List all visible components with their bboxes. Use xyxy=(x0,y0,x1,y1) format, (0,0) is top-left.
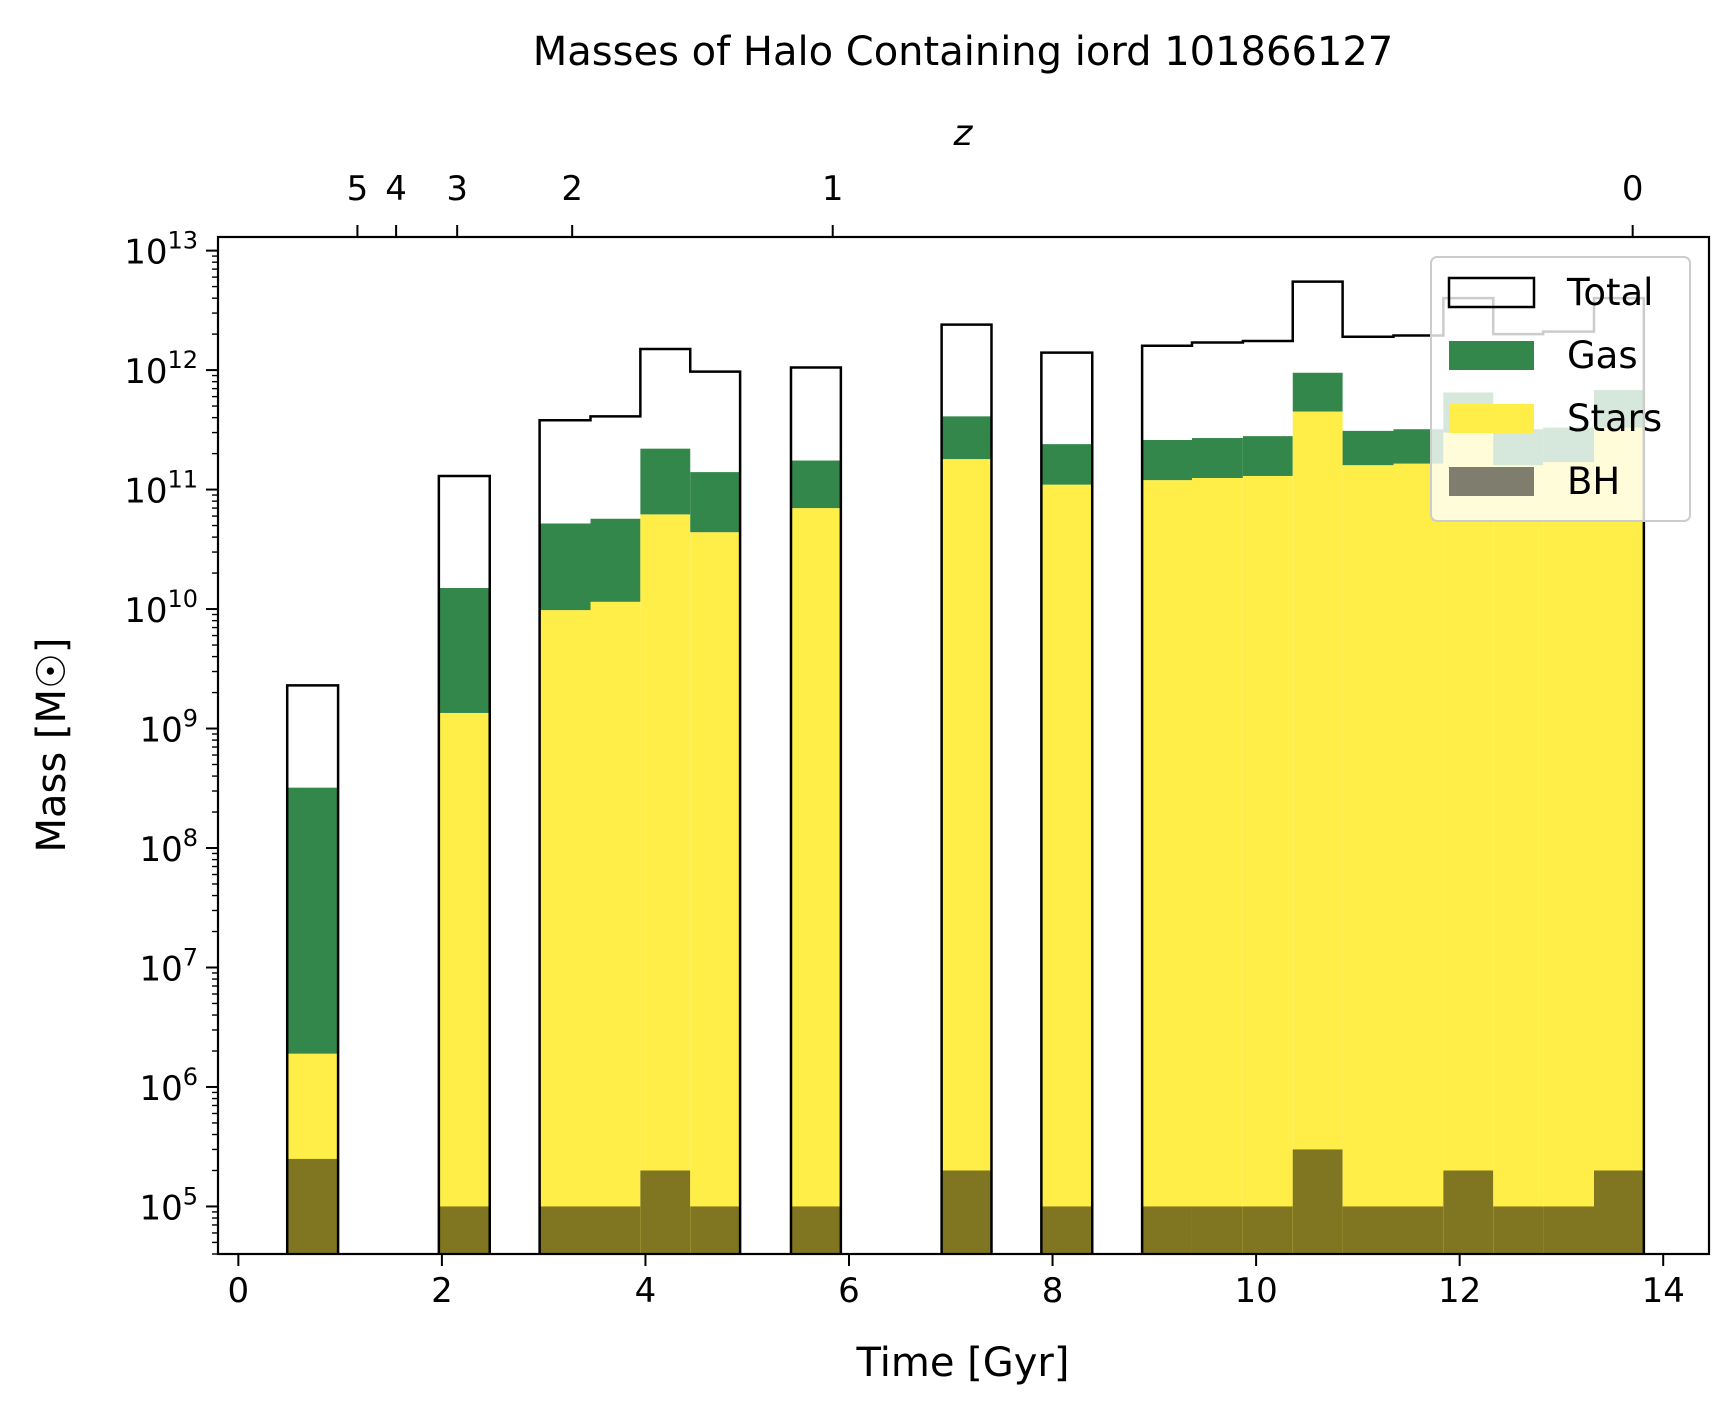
stars-bar xyxy=(1191,477,1243,1254)
bh-bar xyxy=(1142,1206,1192,1254)
legend-swatch-gas xyxy=(1449,341,1534,370)
top-tick-label: 1 xyxy=(822,169,844,209)
bh-bar xyxy=(590,1206,641,1254)
stars-bar xyxy=(1292,411,1343,1254)
top-tick-label: 4 xyxy=(385,169,407,209)
stars-bar xyxy=(1242,475,1293,1254)
bh-bar xyxy=(438,1206,490,1254)
y-tick-label: 106 xyxy=(139,1063,198,1109)
gas-bar xyxy=(1342,430,1394,466)
top-tick-label: 3 xyxy=(446,169,468,209)
stars-bar xyxy=(1342,465,1394,1254)
gas-bar xyxy=(640,448,691,515)
bh-bar xyxy=(1342,1206,1394,1254)
bh-bar xyxy=(1393,1206,1444,1254)
y-tick-label: 1013 xyxy=(124,227,198,273)
top-tick-label: 5 xyxy=(347,169,369,209)
x-tick-label: 14 xyxy=(1642,1271,1685,1311)
gas-bar xyxy=(539,523,591,611)
legend-label-total: Total xyxy=(1566,271,1653,314)
stars-bar xyxy=(1493,465,1544,1254)
y-tick-label: 109 xyxy=(139,705,198,751)
bh-bar xyxy=(690,1206,741,1254)
bh-bar xyxy=(640,1170,691,1254)
top-tick-label: 2 xyxy=(561,169,583,209)
axes: 0 2 4 6 8 10 12 145 4 3 2 1 010510610710810910101011… xyxy=(124,169,1711,1311)
bh-bar xyxy=(1191,1206,1243,1254)
x-tick-label: 0 xyxy=(228,1271,250,1311)
total-outline xyxy=(538,347,742,1254)
bh-bar xyxy=(1593,1170,1644,1254)
gas-bar xyxy=(941,416,992,460)
gas-bar xyxy=(438,588,490,713)
x-tick-label: 8 xyxy=(1042,1271,1064,1311)
bh-bar xyxy=(1242,1206,1293,1254)
total-outline xyxy=(940,323,993,1254)
stars-bar xyxy=(1443,432,1494,1255)
top-tick-label: 0 xyxy=(1622,169,1644,209)
stars-bar xyxy=(590,601,641,1254)
legend-label-gas: Gas xyxy=(1567,334,1638,377)
x-tick-label: 4 xyxy=(635,1271,657,1311)
gas-bar xyxy=(1191,438,1243,478)
bh-bar xyxy=(1443,1170,1494,1254)
legend-swatch-stars xyxy=(1449,404,1534,433)
top-axis-title: z xyxy=(953,113,974,154)
bh-bar xyxy=(1292,1149,1343,1254)
bh-bar xyxy=(941,1170,992,1254)
y-tick-label: 107 xyxy=(139,943,198,989)
gas-bar xyxy=(590,518,641,602)
bh-bar xyxy=(539,1206,591,1254)
gas-bar xyxy=(1292,372,1343,412)
legend-swatch-total xyxy=(1447,276,1536,309)
plot-frame xyxy=(216,235,1711,1256)
y-tick-label: 1012 xyxy=(124,346,198,392)
bh-bar xyxy=(790,1206,841,1254)
legend: Total Gas Stars BH xyxy=(1430,256,1691,522)
gas-bar xyxy=(1041,444,1093,485)
stars-bar xyxy=(1041,484,1093,1254)
bh-bar xyxy=(1493,1206,1544,1254)
stars-bar xyxy=(1543,462,1594,1255)
y-tick-label: 108 xyxy=(139,824,198,870)
stars-bar xyxy=(790,508,841,1255)
y-tick-label: 1011 xyxy=(124,466,198,512)
bh-bar xyxy=(287,1158,339,1254)
y-tick-label: 1010 xyxy=(124,585,198,631)
x-tick-label: 10 xyxy=(1234,1271,1277,1311)
total-outline xyxy=(789,366,843,1254)
total-outline xyxy=(1040,351,1094,1254)
total-outline xyxy=(437,474,491,1254)
stars-bar xyxy=(941,459,992,1254)
gas-bar xyxy=(1142,439,1192,481)
x-axis-title: Time [Gyr] xyxy=(856,1340,1070,1386)
x-tick-label: 6 xyxy=(838,1271,860,1311)
stars-bar xyxy=(690,532,741,1254)
y-tick-label: 105 xyxy=(139,1182,198,1228)
gas-bar xyxy=(287,787,339,1054)
x-tick-label: 12 xyxy=(1438,1271,1481,1311)
stars-bar xyxy=(640,514,691,1254)
bh-bar xyxy=(1543,1206,1594,1254)
stars-bar xyxy=(1142,480,1192,1254)
total-outline xyxy=(285,684,340,1254)
chart-title: Masses of Halo Containing iord 101866127 xyxy=(533,29,1394,75)
legend-label-bh: BH xyxy=(1567,460,1620,503)
stars-bar xyxy=(539,610,591,1254)
stars-bar xyxy=(438,712,490,1254)
legend-label-stars: Stars xyxy=(1567,397,1662,440)
bh-bar xyxy=(1041,1206,1093,1254)
gas-bar xyxy=(1242,436,1293,476)
gas-bar xyxy=(790,460,841,509)
x-tick-label: 2 xyxy=(431,1271,453,1311)
stars-bar xyxy=(1593,427,1644,1254)
legend-box xyxy=(1430,256,1691,522)
legend-swatch-bh xyxy=(1449,467,1534,496)
gas-bar xyxy=(690,472,741,533)
stars-bar xyxy=(1393,463,1444,1255)
y-axis-title: Mass [M☉] xyxy=(29,638,75,853)
